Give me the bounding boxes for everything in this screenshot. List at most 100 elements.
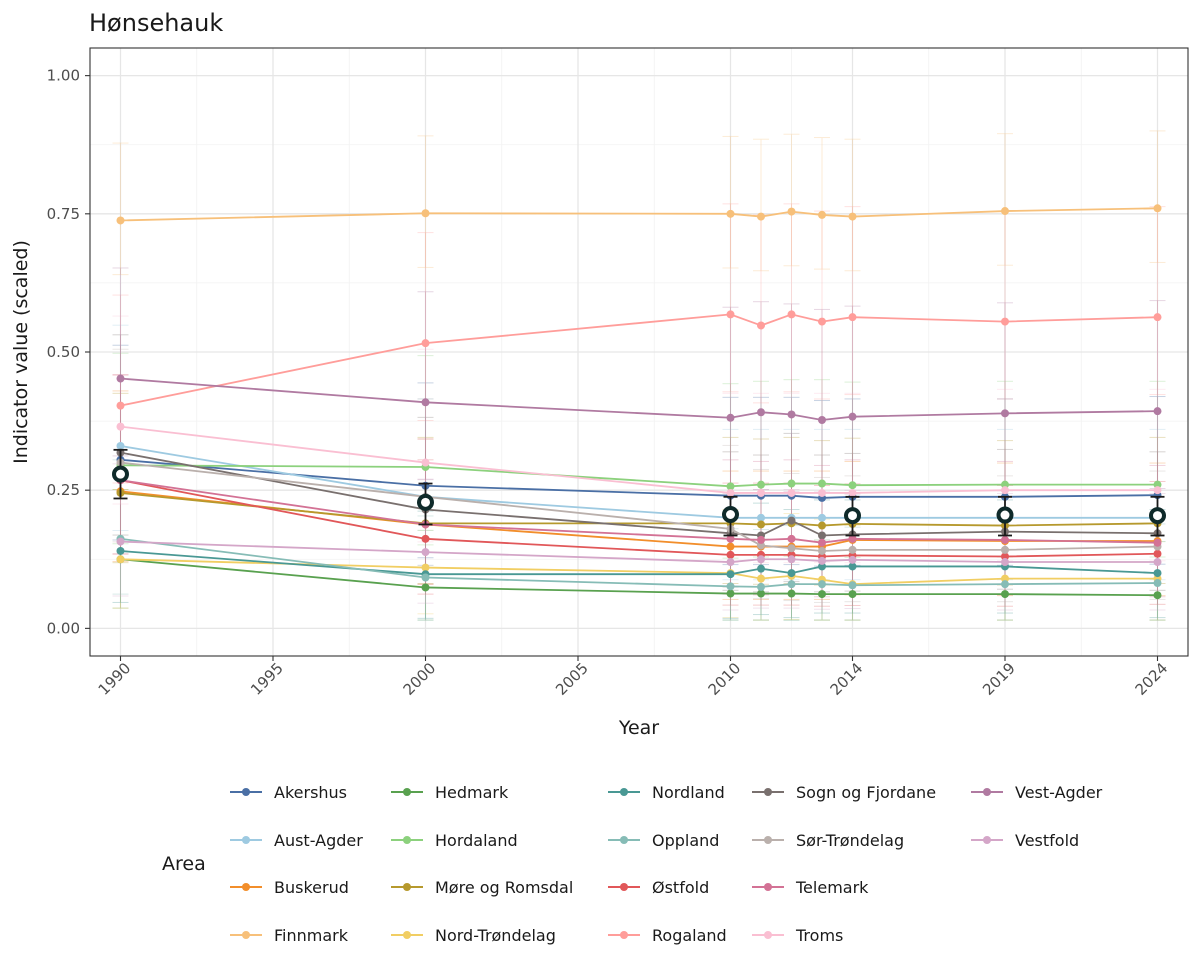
legend-item-sogn-og-fjordane: Sogn og Fjordane (752, 783, 936, 802)
error-bar (753, 138, 769, 272)
legend-key-point (242, 836, 250, 844)
data-point (116, 546, 125, 555)
data-point (848, 488, 857, 497)
legend-label: Aust-Agder (274, 831, 363, 850)
legend-title: Area (162, 853, 206, 875)
data-point (757, 564, 765, 573)
data-point (1153, 480, 1162, 489)
error-bar (112, 142, 129, 276)
y-tick-label: 0.00 (47, 619, 80, 637)
data-point (818, 538, 826, 547)
data-point (1153, 313, 1162, 322)
data-point (818, 488, 826, 497)
x-tick-label: 1995 (247, 659, 287, 699)
data-point (757, 555, 765, 564)
data-point (1001, 552, 1009, 561)
chart-title: Hønsehauk (89, 9, 223, 37)
data-point (726, 558, 735, 567)
legend-item-hordaland: Hordaland (391, 831, 518, 850)
series-vestfold (116, 537, 1162, 567)
y-tick-label: 1.00 (47, 67, 80, 85)
data-point (1001, 480, 1009, 489)
x-tick-label: 2005 (552, 659, 592, 699)
data-point (848, 590, 857, 599)
data-point (818, 210, 826, 219)
data-point (787, 569, 796, 578)
data-point (848, 412, 857, 421)
legend-item-hedmark: Hedmark (391, 783, 509, 802)
data-point (726, 582, 735, 591)
data-point (1153, 579, 1162, 588)
legend-label: Oppland (652, 831, 719, 850)
legend-item-østfold: Østfold (608, 878, 709, 897)
data-point (116, 374, 125, 383)
data-point (818, 580, 826, 589)
data-point (848, 313, 857, 322)
x-tick-label: 2019 (979, 659, 1019, 699)
error-bar (814, 308, 830, 498)
data-point (1001, 317, 1009, 326)
legend-label: Telemark (795, 878, 869, 897)
series-nordland (116, 546, 1162, 579)
legend-key-point (620, 788, 628, 796)
error-bar (417, 291, 434, 481)
y-tick-label: 0.25 (47, 481, 80, 499)
error-bar (783, 203, 800, 393)
error-bar (844, 305, 861, 495)
data-point (1001, 545, 1009, 554)
legend-label: Troms (795, 926, 843, 945)
data-point (757, 408, 765, 417)
legend-key-point (620, 883, 628, 891)
data-point (116, 537, 125, 546)
legend-item-oppland: Oppland (608, 831, 719, 850)
y-tick-label: 0.50 (47, 343, 80, 361)
data-point (1153, 486, 1162, 495)
legend-item-aust-agder: Aust-Agder (230, 831, 363, 850)
data-point (726, 209, 735, 218)
data-point (421, 458, 430, 467)
data-point (116, 555, 125, 564)
data-point (848, 562, 857, 571)
data-point (1153, 549, 1162, 558)
data-point (421, 398, 430, 407)
data-point (726, 550, 735, 559)
data-point (421, 573, 430, 582)
x-axis-title: Year (618, 717, 659, 739)
data-point (757, 520, 765, 529)
series-vest-agder (116, 374, 1162, 424)
legend-item-nord-trøndelag: Nord-Trøndelag (391, 926, 556, 945)
legend-label: Sør-Trøndelag (796, 831, 904, 850)
legend-key-point (403, 788, 411, 796)
legend-label: Hordaland (435, 831, 518, 850)
legend-item-troms: Troms (752, 926, 843, 945)
legend-label: Buskerud (274, 878, 349, 897)
data-point (818, 546, 826, 555)
data-point (1153, 569, 1162, 578)
data-point (1001, 558, 1009, 567)
error-bar (844, 138, 861, 272)
legend-key-point (403, 931, 411, 939)
legend-item-nordland: Nordland (608, 783, 725, 802)
data-point (818, 479, 826, 488)
data-point (757, 488, 765, 497)
legend-label: Rogaland (652, 926, 727, 945)
overall-point (1149, 507, 1166, 525)
data-point (818, 562, 826, 571)
error-bar (783, 513, 800, 620)
data-point (116, 441, 125, 450)
legend-label: Nordland (652, 783, 725, 802)
data-point (818, 590, 826, 599)
data-point (848, 534, 857, 543)
data-point (726, 482, 735, 491)
legend-item-telemark: Telemark (752, 878, 869, 897)
error-bar (722, 203, 739, 393)
legend-key-point (764, 788, 772, 796)
data-point (1153, 558, 1162, 567)
error-bar (783, 509, 800, 619)
data-point (1001, 486, 1009, 495)
data-point (421, 583, 430, 592)
data-point (848, 212, 857, 221)
data-point (787, 555, 796, 564)
data-point (757, 513, 765, 522)
data-point (421, 339, 430, 348)
